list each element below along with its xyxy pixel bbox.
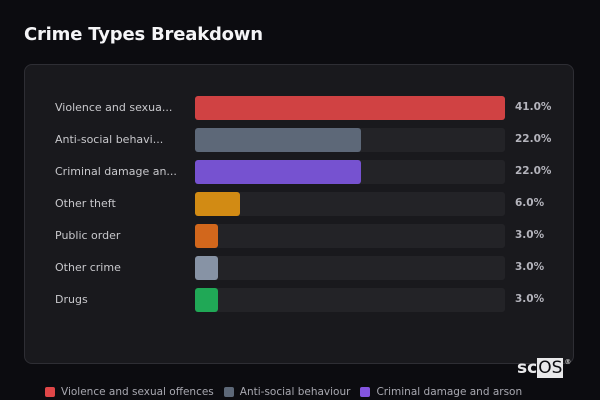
bar-row: Anti-social behavi... 22.0% bbox=[25, 128, 575, 152]
legend-swatch-icon bbox=[223, 387, 234, 397]
bar-value: 41.0% bbox=[515, 101, 552, 113]
registered-mark: ® bbox=[564, 358, 572, 366]
bar-value: 3.0% bbox=[515, 229, 545, 241]
legend-label: Criminal damage and arson bbox=[376, 386, 523, 398]
chart-title: Crime Types Breakdown bbox=[24, 24, 263, 45]
bar-label: Other crime bbox=[55, 261, 121, 274]
bar-value: 22.0% bbox=[515, 165, 552, 177]
legend-label: Violence and sexual offences bbox=[61, 386, 214, 398]
legend-label: Anti-social behaviour bbox=[239, 386, 351, 398]
bar[interactable] bbox=[195, 96, 505, 120]
bar[interactable] bbox=[195, 288, 218, 312]
bar-label: Criminal damage an... bbox=[55, 165, 177, 178]
bar-track bbox=[195, 256, 505, 280]
bar-label: Violence and sexua... bbox=[55, 101, 173, 114]
bar-row: Violence and sexua... 41.0% bbox=[25, 96, 575, 120]
bar[interactable] bbox=[195, 256, 218, 280]
chart-card: Violence and sexua... 41.0% Anti-social … bbox=[24, 64, 574, 364]
legend-swatch-icon bbox=[360, 387, 371, 397]
logo-prefix: sc bbox=[517, 358, 538, 378]
bar-row: Other crime 3.0% bbox=[25, 256, 575, 280]
bar-value: 6.0% bbox=[515, 197, 545, 209]
bar-label: Anti-social behavi... bbox=[55, 133, 164, 146]
bar-row: Other theft 6.0% bbox=[25, 192, 575, 216]
bar-value: 3.0% bbox=[515, 293, 545, 305]
bar-label: Drugs bbox=[55, 293, 88, 306]
legend-item[interactable]: Violence and sexual offences bbox=[45, 386, 214, 398]
bar[interactable] bbox=[195, 192, 241, 216]
bar-label: Public order bbox=[55, 229, 121, 242]
bar-track bbox=[195, 224, 505, 248]
bar-track bbox=[195, 288, 505, 312]
legend-item[interactable]: Criminal damage and arson bbox=[360, 386, 522, 398]
bar[interactable] bbox=[195, 128, 362, 152]
bar-track bbox=[195, 96, 505, 120]
bar-value: 3.0% bbox=[515, 261, 545, 273]
chart-legend: Violence and sexual offences Anti-social… bbox=[45, 386, 532, 398]
bar-row: Criminal damage an... 22.0% bbox=[25, 160, 575, 184]
bar[interactable] bbox=[195, 224, 218, 248]
bar-track bbox=[195, 160, 505, 184]
bar-value: 22.0% bbox=[515, 133, 552, 145]
logo-highlight: OS bbox=[537, 358, 564, 378]
legend-swatch-icon bbox=[45, 387, 55, 397]
scos-logo: sc OS ® bbox=[517, 358, 571, 378]
bar-label: Other theft bbox=[55, 197, 116, 210]
bar-row: Public order 3.0% bbox=[25, 224, 575, 248]
bar-track bbox=[195, 192, 505, 216]
bar-row: Drugs 3.0% bbox=[25, 288, 575, 312]
legend-item[interactable]: Anti-social behaviour bbox=[223, 386, 351, 398]
bar-track bbox=[195, 128, 505, 152]
bar[interactable] bbox=[195, 160, 362, 184]
